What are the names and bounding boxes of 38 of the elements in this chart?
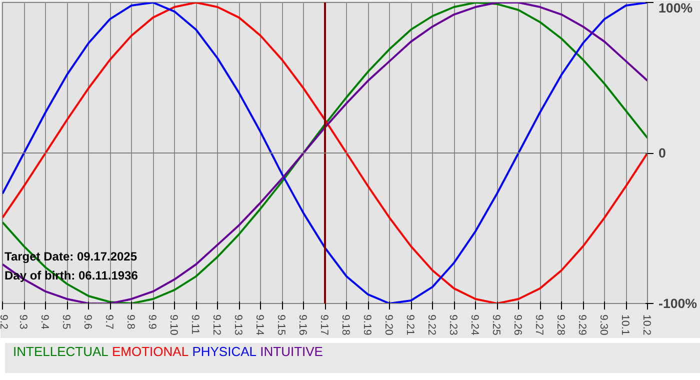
x-tick-label: 9.14 bbox=[254, 314, 266, 336]
x-tick-label: 10.2 bbox=[640, 314, 652, 336]
text: PHYSICAL bbox=[192, 344, 257, 359]
x-tick-label: 9.27 bbox=[533, 314, 545, 336]
x-tick-label: 9.28 bbox=[554, 314, 566, 336]
x-tick-label: 9.2 bbox=[0, 314, 10, 330]
y-tick-label: 0 bbox=[658, 146, 666, 160]
x-tick-label: 9.20 bbox=[382, 314, 394, 336]
x-tick-label: 10.1 bbox=[619, 314, 631, 336]
x-tick-label: 9.11 bbox=[189, 314, 201, 335]
text: INTELLECTUAL bbox=[13, 344, 108, 359]
y-tick-label: -100% bbox=[658, 296, 698, 311]
x-tick-label: 9.17 bbox=[318, 314, 330, 336]
y-tick-label: 100% bbox=[658, 0, 693, 16]
x-tick-label: 9.16 bbox=[296, 314, 308, 336]
x-tick-label: 9.22 bbox=[426, 314, 438, 336]
x-tick-label: 9.5 bbox=[60, 314, 72, 330]
x-tick-label: 9.25 bbox=[490, 314, 502, 336]
x-tick-label: 9.21 bbox=[404, 314, 416, 336]
x-tick-label: 9.26 bbox=[512, 314, 524, 336]
x-tick-label: 9.4 bbox=[38, 314, 50, 330]
x-tick-label: 9.12 bbox=[210, 314, 222, 336]
x-tick-label: 9.18 bbox=[340, 314, 352, 336]
x-tick-label: 9.10 bbox=[168, 314, 180, 336]
x-tick-label: 9.7 bbox=[103, 314, 115, 330]
x-tick-label: 9.6 bbox=[82, 314, 94, 330]
text: INTUITIVE bbox=[260, 344, 323, 359]
x-tick-label: 9.23 bbox=[447, 314, 459, 336]
x-tick-label: 9.8 bbox=[124, 314, 136, 330]
x-tick-label: 9.15 bbox=[275, 314, 287, 336]
x-tick-label: 9.19 bbox=[361, 314, 373, 336]
x-tick-label: 9.13 bbox=[232, 314, 244, 336]
x-tick-label: 9.29 bbox=[576, 314, 588, 336]
x-tick-label: 9.9 bbox=[146, 314, 158, 330]
x-tick-label: 9.30 bbox=[598, 314, 610, 336]
x-tick-label: 9.3 bbox=[17, 314, 29, 330]
x-tick-label: 9.24 bbox=[468, 314, 480, 336]
text: EMOTIONAL bbox=[112, 344, 189, 359]
